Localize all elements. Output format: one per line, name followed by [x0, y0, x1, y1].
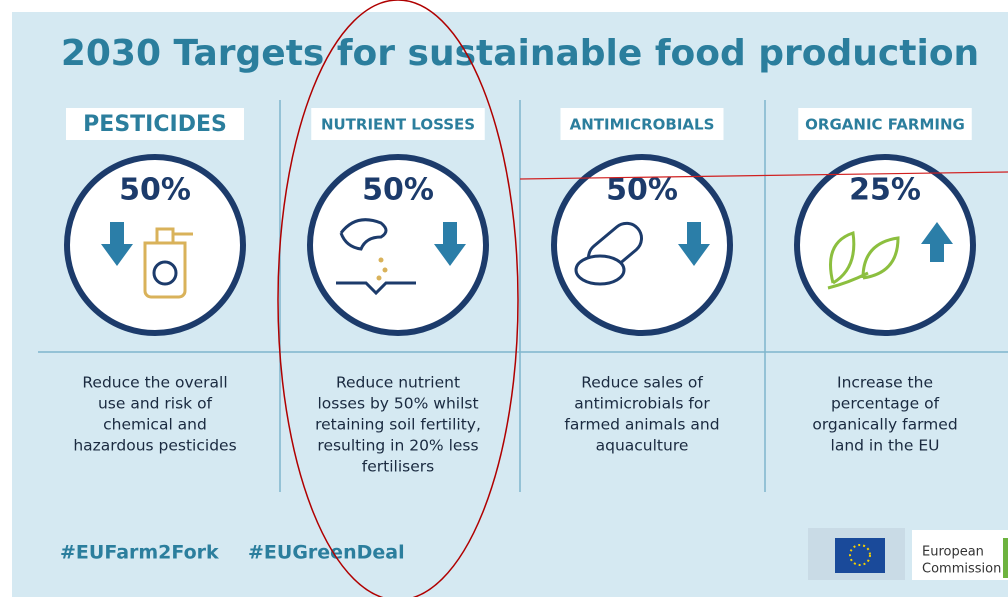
- description-line: Increase the: [837, 374, 933, 392]
- title: 2030 Targets for sustainable food produc…: [61, 33, 979, 74]
- hand-icon: [336, 218, 416, 296]
- description-line: losses by 50% whilst: [317, 395, 478, 413]
- description-line: resulting in 20% less: [317, 437, 478, 455]
- percent: 25%: [849, 173, 921, 208]
- leaf-icon: [827, 231, 900, 290]
- description-line: hazardous pesticides: [73, 437, 236, 455]
- description-line: Reduce nutrient: [336, 374, 460, 392]
- heading-box: [798, 108, 972, 140]
- seed-icon: [378, 257, 384, 263]
- description-line: percentage of: [831, 395, 940, 413]
- description-line: antimicrobials for: [574, 395, 710, 413]
- icon-circle: [794, 154, 976, 336]
- hashtag: #EUFarm2Fork: [60, 542, 219, 564]
- arrow-icon: [434, 222, 466, 266]
- heading-box: [66, 108, 244, 140]
- icon-circle: [307, 154, 489, 336]
- percent: 50%: [362, 173, 434, 208]
- description-line: aquaculture: [596, 437, 689, 455]
- description-line: farmed animals and: [564, 416, 719, 434]
- description-line: land in the EU: [831, 437, 940, 455]
- annotation-line: [519, 171, 1008, 180]
- description-line: use and risk of: [98, 395, 213, 413]
- description-line: fertilisers: [362, 458, 434, 476]
- column-heading: ORGANIC FARMING: [805, 116, 965, 134]
- arrow-icon: [101, 222, 133, 266]
- description-line: Reduce the overall: [82, 374, 227, 392]
- arrow-icon: [921, 222, 953, 262]
- seed-icon: [382, 267, 388, 273]
- icon-circle: [64, 154, 246, 336]
- column-heading: ANTIMICROBIALS: [570, 116, 715, 134]
- heading-box: [560, 108, 724, 140]
- seed-icon: [376, 275, 382, 281]
- logo-text: Commission: [922, 562, 1001, 577]
- column-heading: NUTRIENT LOSSES: [321, 116, 475, 134]
- eu-logo: European Commission: [808, 528, 1008, 580]
- column-heading: PESTICIDES: [83, 112, 227, 137]
- sprayer-icon: [152, 260, 178, 286]
- icon-circle: [551, 154, 733, 336]
- heading-box: [311, 108, 485, 140]
- pill-icon: [574, 254, 626, 286]
- arrow-icon: [678, 222, 710, 266]
- description-line: chemical and: [103, 416, 207, 434]
- percent: 50%: [119, 173, 191, 208]
- description-line: Reduce sales of: [581, 374, 703, 392]
- description-line: organically farmed: [812, 416, 957, 434]
- hashtag: #EUGreenDeal: [248, 542, 405, 564]
- percent: 50%: [606, 173, 678, 208]
- description-line: retaining soil fertility,: [315, 416, 481, 434]
- logo-text: European: [922, 545, 984, 560]
- sprayer-icon: [143, 227, 193, 299]
